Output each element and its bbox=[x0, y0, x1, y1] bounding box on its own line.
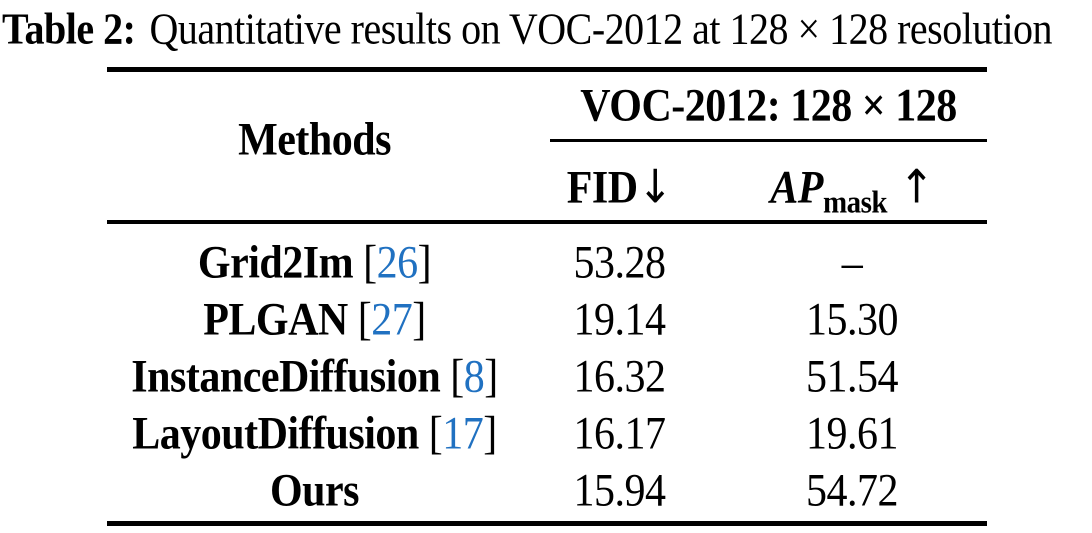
ap-mask-cell: 51.54 bbox=[806, 351, 899, 402]
method-cell: LayoutDiffusion [17] bbox=[132, 408, 497, 459]
citation-link[interactable]: 26 bbox=[376, 237, 419, 288]
fid-cell: 19.14 bbox=[573, 294, 667, 345]
citation-link[interactable]: 8 bbox=[463, 351, 485, 402]
up-arrow-icon: ↑ bbox=[899, 159, 934, 214]
ap-mask-cell: 54.72 bbox=[806, 465, 899, 516]
citation-link[interactable]: 17 bbox=[442, 408, 484, 459]
table-row-ours: Ours 15.94 54.72 bbox=[107, 462, 987, 519]
fid-cell: 15.94 bbox=[573, 465, 667, 516]
group-header-voc2012: VOC-2012: 128 × 128 bbox=[580, 80, 957, 132]
fid-cell: 53.28 bbox=[573, 237, 667, 288]
results-table: Methods VOC-2012: 128 × 128 FID↓ APmask ↑… bbox=[107, 0, 987, 533]
methods-column-header: Methods bbox=[238, 114, 391, 166]
subheader-row: FID↓ APmask ↑ bbox=[107, 146, 987, 220]
group-cmidrule bbox=[550, 139, 987, 142]
ap-subscript: mask bbox=[822, 184, 888, 220]
down-arrow-icon: ↓ bbox=[637, 159, 673, 214]
fid-column-header: FID↓ bbox=[566, 159, 673, 214]
table-row-plgan: PLGAN [27] 19.14 15.30 bbox=[107, 291, 987, 348]
ap-mask-cell: 15.30 bbox=[806, 294, 899, 345]
method-cell: Grid2Im [26] bbox=[197, 237, 432, 288]
table-row-grid2im: Grid2Im [26] 53.28 – bbox=[107, 234, 987, 291]
top-rule bbox=[107, 67, 987, 72]
ap-mask-cell: – bbox=[841, 237, 863, 288]
citation-link[interactable]: 27 bbox=[371, 294, 413, 345]
fid-cell: 16.17 bbox=[573, 408, 667, 459]
bottom-rule bbox=[107, 521, 987, 526]
table-row-instancediffusion: InstanceDiffusion [8] 16.32 51.54 bbox=[107, 348, 987, 405]
ap-mask-column-header: APmask ↑ bbox=[770, 159, 934, 220]
ap-mask-cell: 19.61 bbox=[806, 408, 899, 459]
caption-label: Table 2: bbox=[2, 3, 136, 53]
table-row-layoutdiffusion: LayoutDiffusion [17] 16.17 19.61 bbox=[107, 405, 987, 462]
table-caption: Table 2: Quantitative results on VOC-2012… bbox=[2, 0, 1092, 56]
table-body: Grid2Im [26] 53.28 – PLGAN [27] 19.14 15.3… bbox=[107, 226, 987, 519]
caption-text: Quantitative results on VOC-2012 at 128 … bbox=[149, 3, 1053, 53]
header-midrule bbox=[107, 220, 987, 224]
fid-cell: 16.32 bbox=[573, 351, 667, 402]
method-cell: PLGAN [27] bbox=[203, 294, 426, 345]
method-cell: InstanceDiffusion [8] bbox=[131, 351, 498, 402]
method-cell: Ours bbox=[269, 465, 360, 516]
